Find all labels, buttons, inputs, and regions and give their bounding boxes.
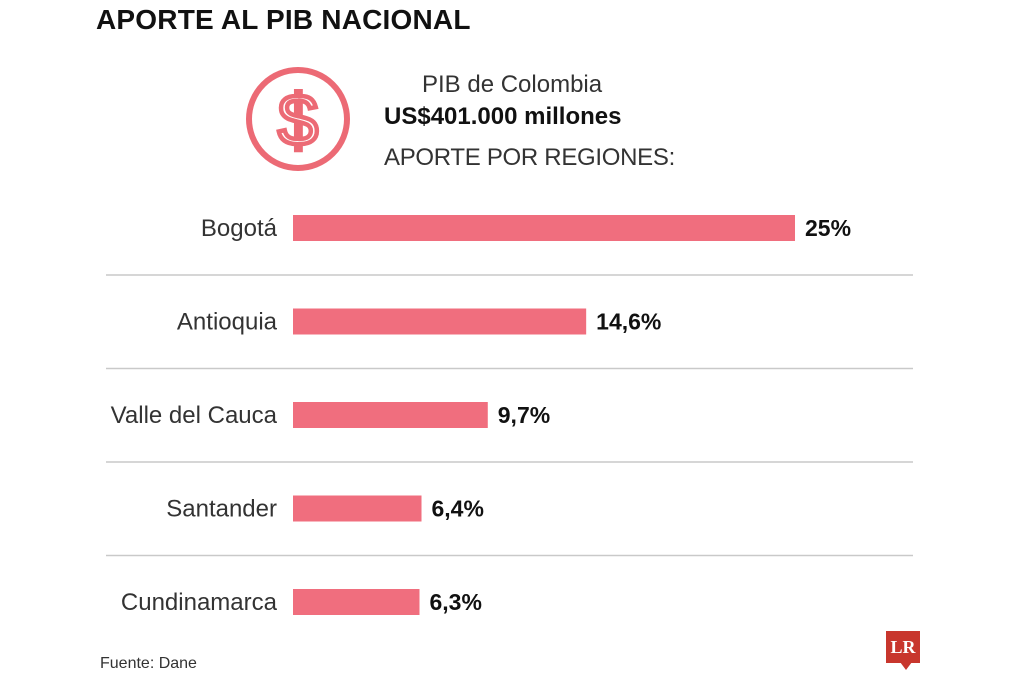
bar-chart: Bogotá 25% Antioquia 14,6% Valle del Cauca 9,… — [106, 215, 913, 616]
bar — [293, 308, 587, 335]
source-note: Fuente: Dane — [100, 655, 197, 672]
bar — [293, 495, 422, 522]
gdp-label: PIB de Colombia — [422, 71, 603, 98]
bar — [293, 589, 420, 615]
gdp-header: PIB de Colombia US$401.000 millones APOR… — [384, 70, 684, 182]
value-label: 25% — [805, 215, 851, 241]
gdp-value: US$401.000 millones — [384, 103, 622, 130]
value-label: 14,6% — [596, 309, 661, 335]
svg-text:$: $ — [278, 81, 318, 161]
category-label: Valle del Cauca — [111, 402, 278, 429]
chart-title: APORTE AL PIB NACIONAL — [96, 4, 471, 35]
bar — [293, 215, 795, 241]
lr-logo-tail — [900, 662, 912, 670]
value-label: 6,4% — [432, 496, 484, 522]
regions-label: APORTE POR REGIONES: — [384, 144, 675, 171]
value-label: 6,3% — [430, 589, 482, 615]
bar — [293, 402, 488, 428]
dollar-circle-icon: $ — [244, 65, 352, 173]
category-label: Bogotá — [201, 215, 278, 242]
category-label: Cundinamarca — [121, 589, 278, 616]
value-label: 9,7% — [498, 402, 550, 428]
category-label: Santander — [166, 496, 277, 523]
lr-logo: LR — [886, 631, 920, 663]
category-label: Antioquia — [177, 309, 278, 336]
